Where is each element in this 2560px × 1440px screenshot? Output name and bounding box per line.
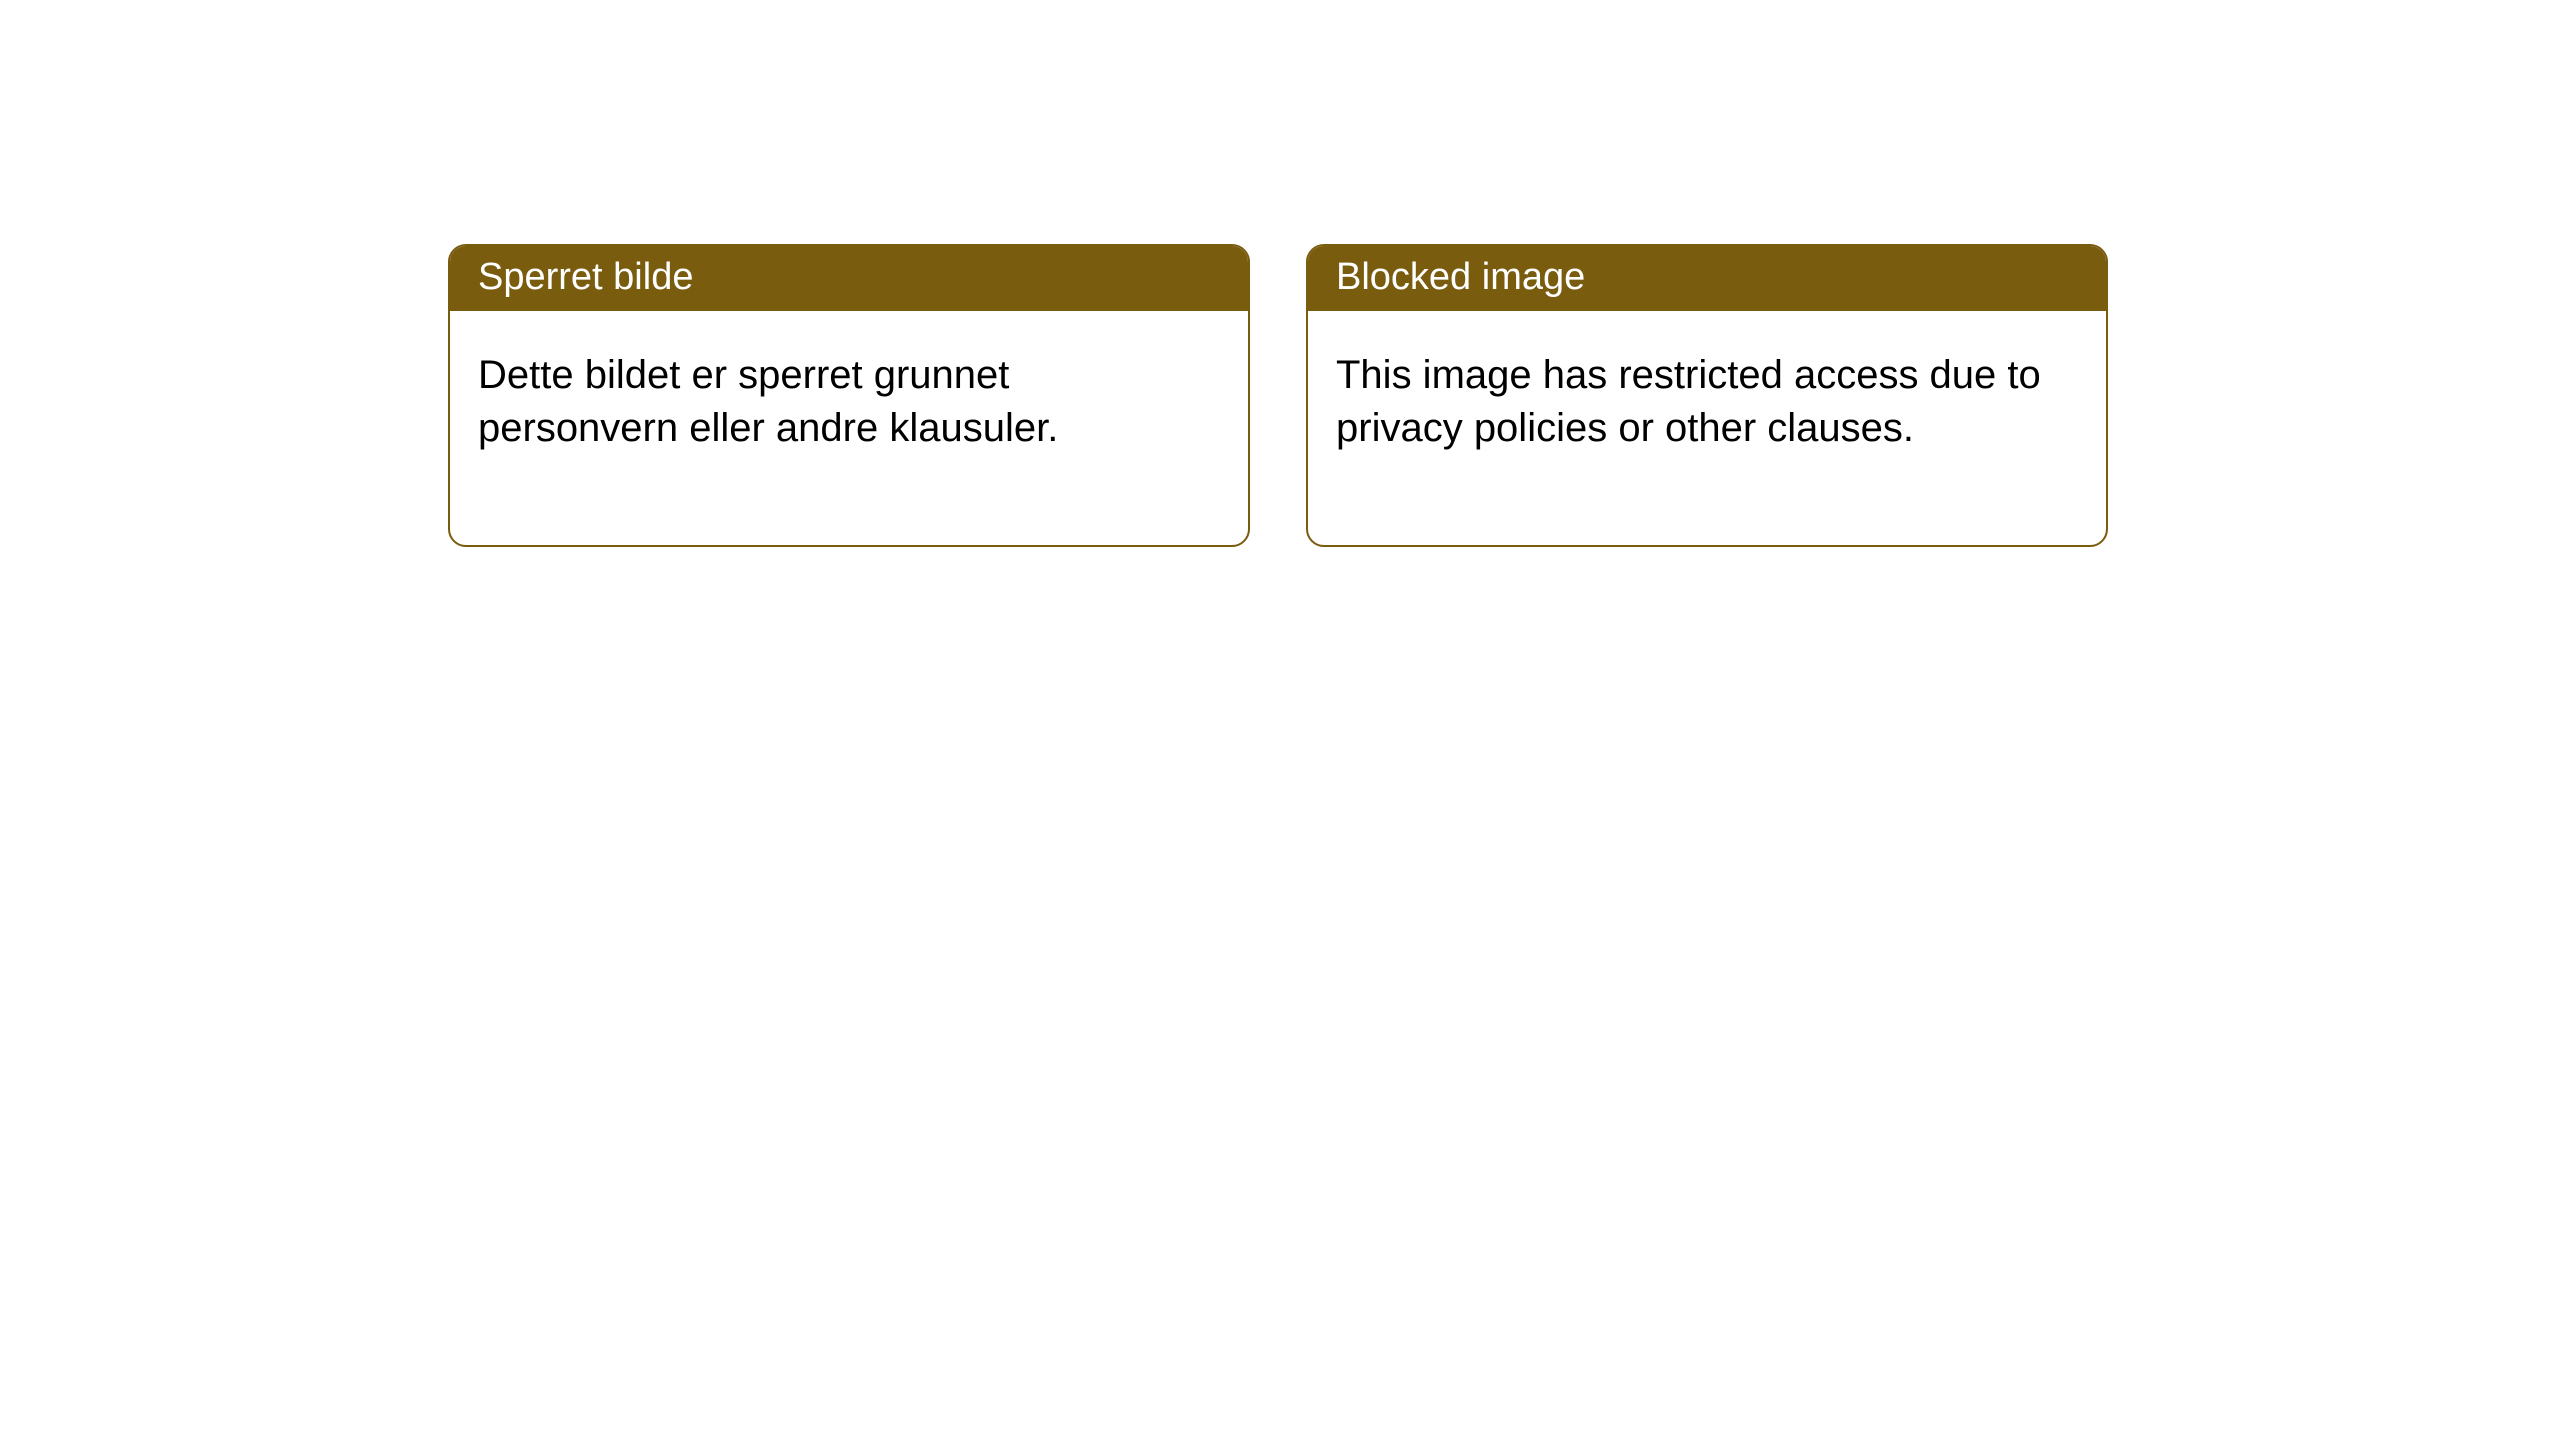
- notice-title-norwegian: Sperret bilde: [450, 246, 1248, 311]
- notice-card-english: Blocked image This image has restricted …: [1306, 244, 2108, 547]
- notice-title-english: Blocked image: [1308, 246, 2106, 311]
- notice-body-english: This image has restricted access due to …: [1308, 311, 2106, 545]
- notice-body-norwegian: Dette bildet er sperret grunnet personve…: [450, 311, 1248, 545]
- notice-card-norwegian: Sperret bilde Dette bildet er sperret gr…: [448, 244, 1250, 547]
- notice-container: Sperret bilde Dette bildet er sperret gr…: [0, 0, 2560, 547]
